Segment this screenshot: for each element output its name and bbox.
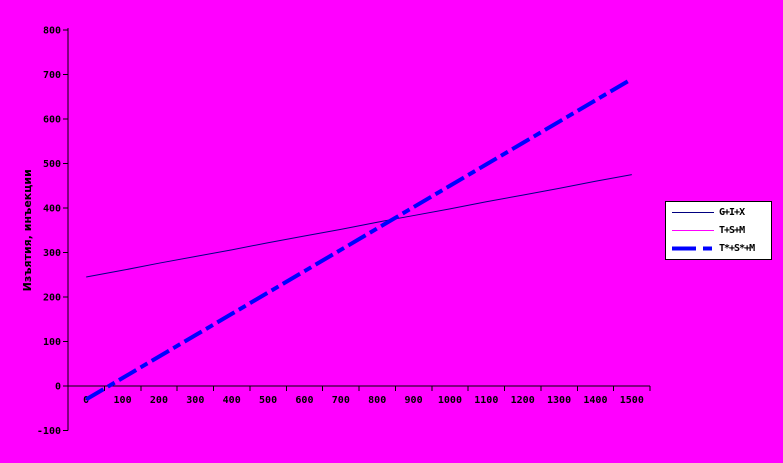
legend-item: T*+S*+M: [666, 240, 771, 258]
legend: G+I+X T+S+M T*+S*+M: [665, 201, 772, 260]
x-tick-label: 1500: [620, 395, 644, 406]
x-tick-label: 600: [295, 395, 313, 406]
legend-item-label: T*+S*+M: [719, 243, 755, 255]
x-tick-label: 1000: [438, 395, 462, 406]
legend-item: G+I+X: [666, 203, 771, 221]
legend-item: T+S+M: [666, 221, 771, 239]
series-line-0: [86, 174, 632, 278]
y-tick-label: 200: [43, 293, 61, 304]
legend-item-label: T+S+M: [719, 224, 745, 236]
legend-line-sample: [672, 229, 714, 231]
x-tick-label: 500: [259, 395, 277, 406]
y-tick-label: 500: [43, 159, 61, 170]
series-line-2: [85, 77, 633, 402]
x-tick-label: 800: [368, 395, 386, 406]
x-tick-label: 100: [114, 395, 132, 406]
y-tick-label: 400: [43, 204, 61, 215]
legend-item-label: G+I+X: [719, 206, 745, 218]
y-axis-title: Изъятия, инъекции: [21, 169, 34, 291]
y-tick-label: -100: [37, 426, 61, 437]
x-tick-label: 1300: [547, 395, 571, 406]
x-tick-label: 200: [150, 395, 168, 406]
x-tick-label: 300: [186, 395, 204, 406]
y-tick-label: 800: [43, 26, 61, 37]
x-tick-label: 900: [405, 395, 423, 406]
x-tick-label: 400: [223, 395, 241, 406]
x-tick-label: 700: [332, 395, 350, 406]
x-tick-label: 1100: [474, 395, 498, 406]
x-tick-label: 0: [83, 395, 89, 406]
legend-line-sample: [672, 246, 714, 251]
legend-line-sample: [672, 211, 714, 213]
y-tick-label: 100: [43, 337, 61, 348]
x-tick-label: 1200: [511, 395, 535, 406]
y-tick-label: 0: [55, 382, 61, 393]
y-tick-label: 600: [43, 115, 61, 126]
x-tick-label: 1400: [583, 395, 607, 406]
y-tick-label: 700: [43, 70, 61, 81]
y-tick-label: 300: [43, 248, 61, 259]
